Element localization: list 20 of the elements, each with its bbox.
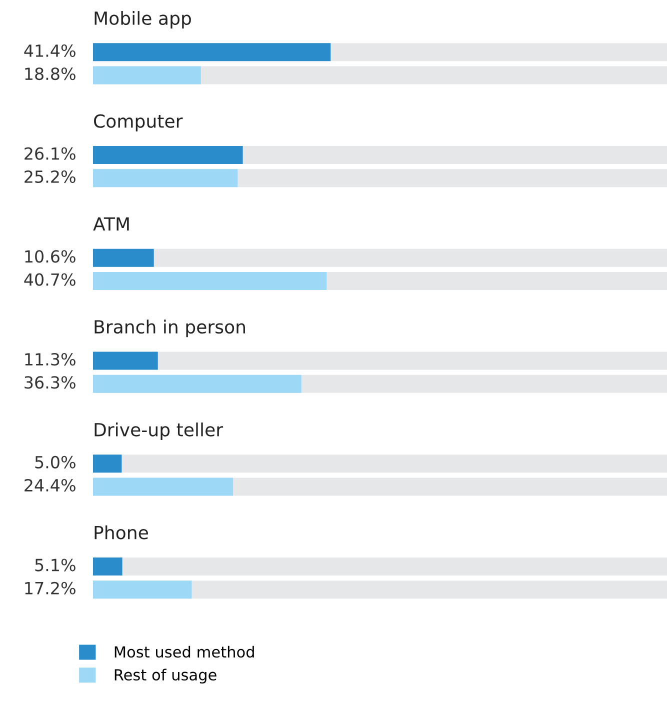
y-tick-label: Phone — [94, 525, 148, 540]
y-tick-label: ATM — [93, 217, 129, 231]
data-label: 40.7% — [24, 273, 76, 286]
data-label: 11.3% — [25, 352, 76, 366]
data-label: 17.2% — [25, 582, 76, 594]
data-label: 25.2% — [24, 170, 76, 183]
y-tick-label: Computer — [94, 114, 183, 132]
legend-label: Most used method — [114, 646, 254, 658]
y-tick-label: Branch in person — [94, 320, 245, 338]
data-label: 5.1% — [35, 558, 76, 572]
data-label: 18.8% — [25, 68, 76, 80]
data-label: 5.0% — [35, 456, 76, 468]
y-tick-label: Drive-up teller — [94, 422, 224, 440]
data-label: 41.4% — [24, 44, 76, 57]
y-tick-label: Mobile app — [94, 11, 191, 29]
data-label: 36.3% — [24, 376, 76, 389]
data-label: 26.1% — [24, 147, 76, 160]
legend-label: Rest of usage — [114, 668, 216, 684]
data-label: 24.4% — [24, 478, 76, 492]
data-label: 10.6% — [25, 250, 76, 263]
